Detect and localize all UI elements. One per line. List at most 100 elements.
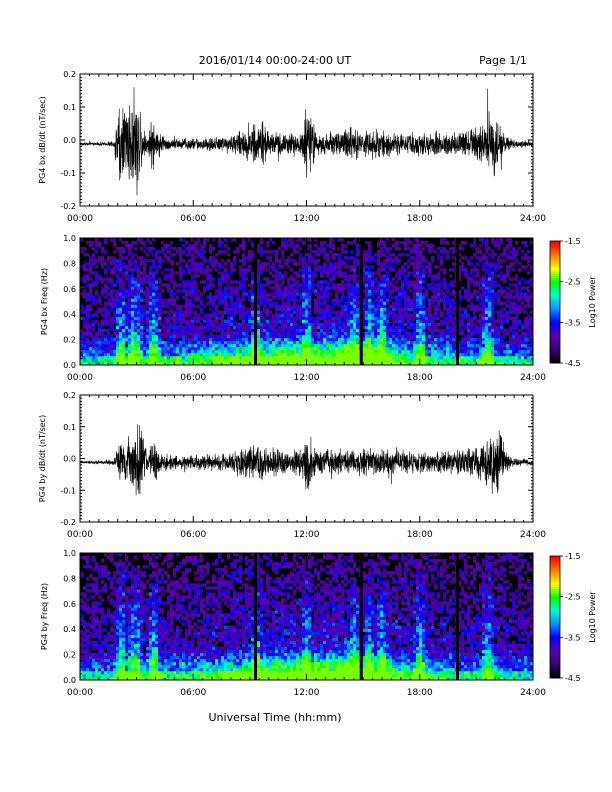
- spectrogram-cell: [443, 268, 447, 272]
- spectrogram-cell: [506, 247, 510, 251]
- spectrogram-cell: [506, 343, 510, 348]
- spectrogram-cell: [452, 355, 456, 360]
- spectrogram-cell: [113, 289, 117, 293]
- spectrogram-cell: [446, 343, 450, 348]
- spectrogram-cell: [278, 319, 282, 323]
- spectrogram-cell: [161, 358, 165, 363]
- spectrogram-cell: [434, 250, 438, 254]
- spectrogram-cell: [398, 343, 402, 348]
- spectrogram-cell: [395, 244, 399, 248]
- spectrogram-cell: [344, 283, 348, 287]
- spectrogram-cell: [128, 259, 132, 263]
- spectrogram-cell: [314, 349, 318, 354]
- spectrogram-cell: [116, 289, 120, 293]
- spectrogram-cell: [233, 334, 237, 339]
- spectrogram-cell: [428, 325, 432, 330]
- spectrogram-cell: [425, 331, 429, 336]
- spectrogram-cell: [416, 343, 420, 348]
- spectrogram-cell: [170, 352, 174, 357]
- spectrogram-cell: [374, 328, 378, 333]
- spectrogram-cell: [521, 292, 525, 296]
- spectrogram-cell: [344, 337, 348, 342]
- spectrogram-cell: [83, 277, 87, 281]
- spectrogram-cell: [131, 334, 135, 339]
- spectrogram-cell: [341, 361, 345, 366]
- spectrogram-cell: [248, 289, 252, 293]
- spectrogram-cell: [137, 334, 141, 339]
- spectrogram-cell: [500, 271, 504, 275]
- spectrogram-cell: [281, 295, 285, 299]
- spectrogram-cell: [281, 334, 285, 339]
- spectrogram-cell: [287, 313, 291, 317]
- spectrogram-cell: [362, 298, 366, 302]
- spectrogram-cell: [311, 280, 315, 284]
- spectrogram-cell: [299, 274, 303, 278]
- spectrogram-cell: [269, 337, 273, 342]
- spectrogram-cell: [275, 310, 279, 314]
- spectrogram-cell: [266, 280, 270, 284]
- spectrogram-cell: [140, 286, 144, 290]
- spectrogram-cell: [368, 304, 372, 308]
- spectrogram-cell: [320, 241, 324, 245]
- spectrogram-cell: [317, 298, 321, 302]
- spectrogram-cell: [431, 277, 435, 281]
- spectrogram-cell: [104, 343, 108, 348]
- spectrogram-cell: [89, 259, 93, 263]
- spectrogram-cell: [98, 322, 102, 326]
- spectrogram-cell: [332, 340, 336, 345]
- spectrogram-cell: [509, 310, 513, 314]
- spectrogram-cell: [257, 262, 261, 266]
- spectrogram-cell: [113, 268, 117, 272]
- spectrogram-cell: [497, 337, 501, 342]
- spectrogram-cell: [344, 265, 348, 269]
- spectrogram-cell: [209, 346, 213, 351]
- spectrogram-cell: [107, 277, 111, 281]
- spectrogram-cell: [212, 304, 216, 308]
- spectrogram-cell: [272, 331, 276, 336]
- spectrogram-cell: [191, 349, 195, 354]
- spectrogram-cell: [491, 343, 495, 348]
- spectrogram-cell: [95, 271, 99, 275]
- spectrogram-cell: [377, 298, 381, 302]
- spectrogram-cell: [464, 343, 468, 348]
- spectrogram-cell: [344, 346, 348, 351]
- spectrogram-cell: [347, 265, 351, 269]
- spectrogram-cell: [389, 304, 393, 308]
- spectrogram-cell: [242, 343, 246, 348]
- spectrogram-cell: [200, 349, 204, 354]
- spectrogram-cell: [308, 322, 312, 326]
- spectrogram-cell: [308, 328, 312, 333]
- spectrogram-cell: [287, 358, 291, 363]
- spectrogram-cell: [329, 334, 333, 339]
- spectrogram-cell: [83, 316, 87, 320]
- spectrogram-cell: [212, 247, 216, 251]
- spectrogram-cell: [308, 307, 312, 311]
- spectrogram-cell: [458, 289, 462, 293]
- spectrogram-cell: [335, 328, 339, 333]
- spectrogram-cell: [383, 349, 387, 354]
- spectrogram-cell: [344, 319, 348, 323]
- spectrogram-cell: [275, 289, 279, 293]
- spectrogram-cell: [476, 328, 480, 333]
- spectrogram-cell: [218, 283, 222, 287]
- spectrogram-cell: [290, 340, 294, 345]
- spectrogram-cell: [461, 286, 465, 290]
- spectrogram-cell: [134, 301, 138, 305]
- spectrogram-cell: [146, 358, 150, 363]
- spectrogram-cell: [299, 352, 303, 357]
- spectrogram-cell: [485, 337, 489, 342]
- spectrogram-cell: [263, 310, 267, 314]
- spectrogram-cell: [515, 352, 519, 357]
- spectrogram-cell: [362, 265, 366, 269]
- spectrogram-cell: [338, 313, 342, 317]
- spectrogram-cell: [272, 322, 276, 326]
- spectrogram-cell: [203, 259, 207, 263]
- spectrogram-cell: [293, 292, 297, 296]
- spectrogram-cell: [350, 265, 354, 269]
- spectrogram-cell: [332, 286, 336, 290]
- spectrogram-cell: [101, 292, 105, 296]
- spectrogram-cell: [314, 319, 318, 323]
- spectrogram-cell: [116, 277, 120, 281]
- spectrogram-cell: [188, 286, 192, 290]
- spectrogram-cell: [134, 316, 138, 320]
